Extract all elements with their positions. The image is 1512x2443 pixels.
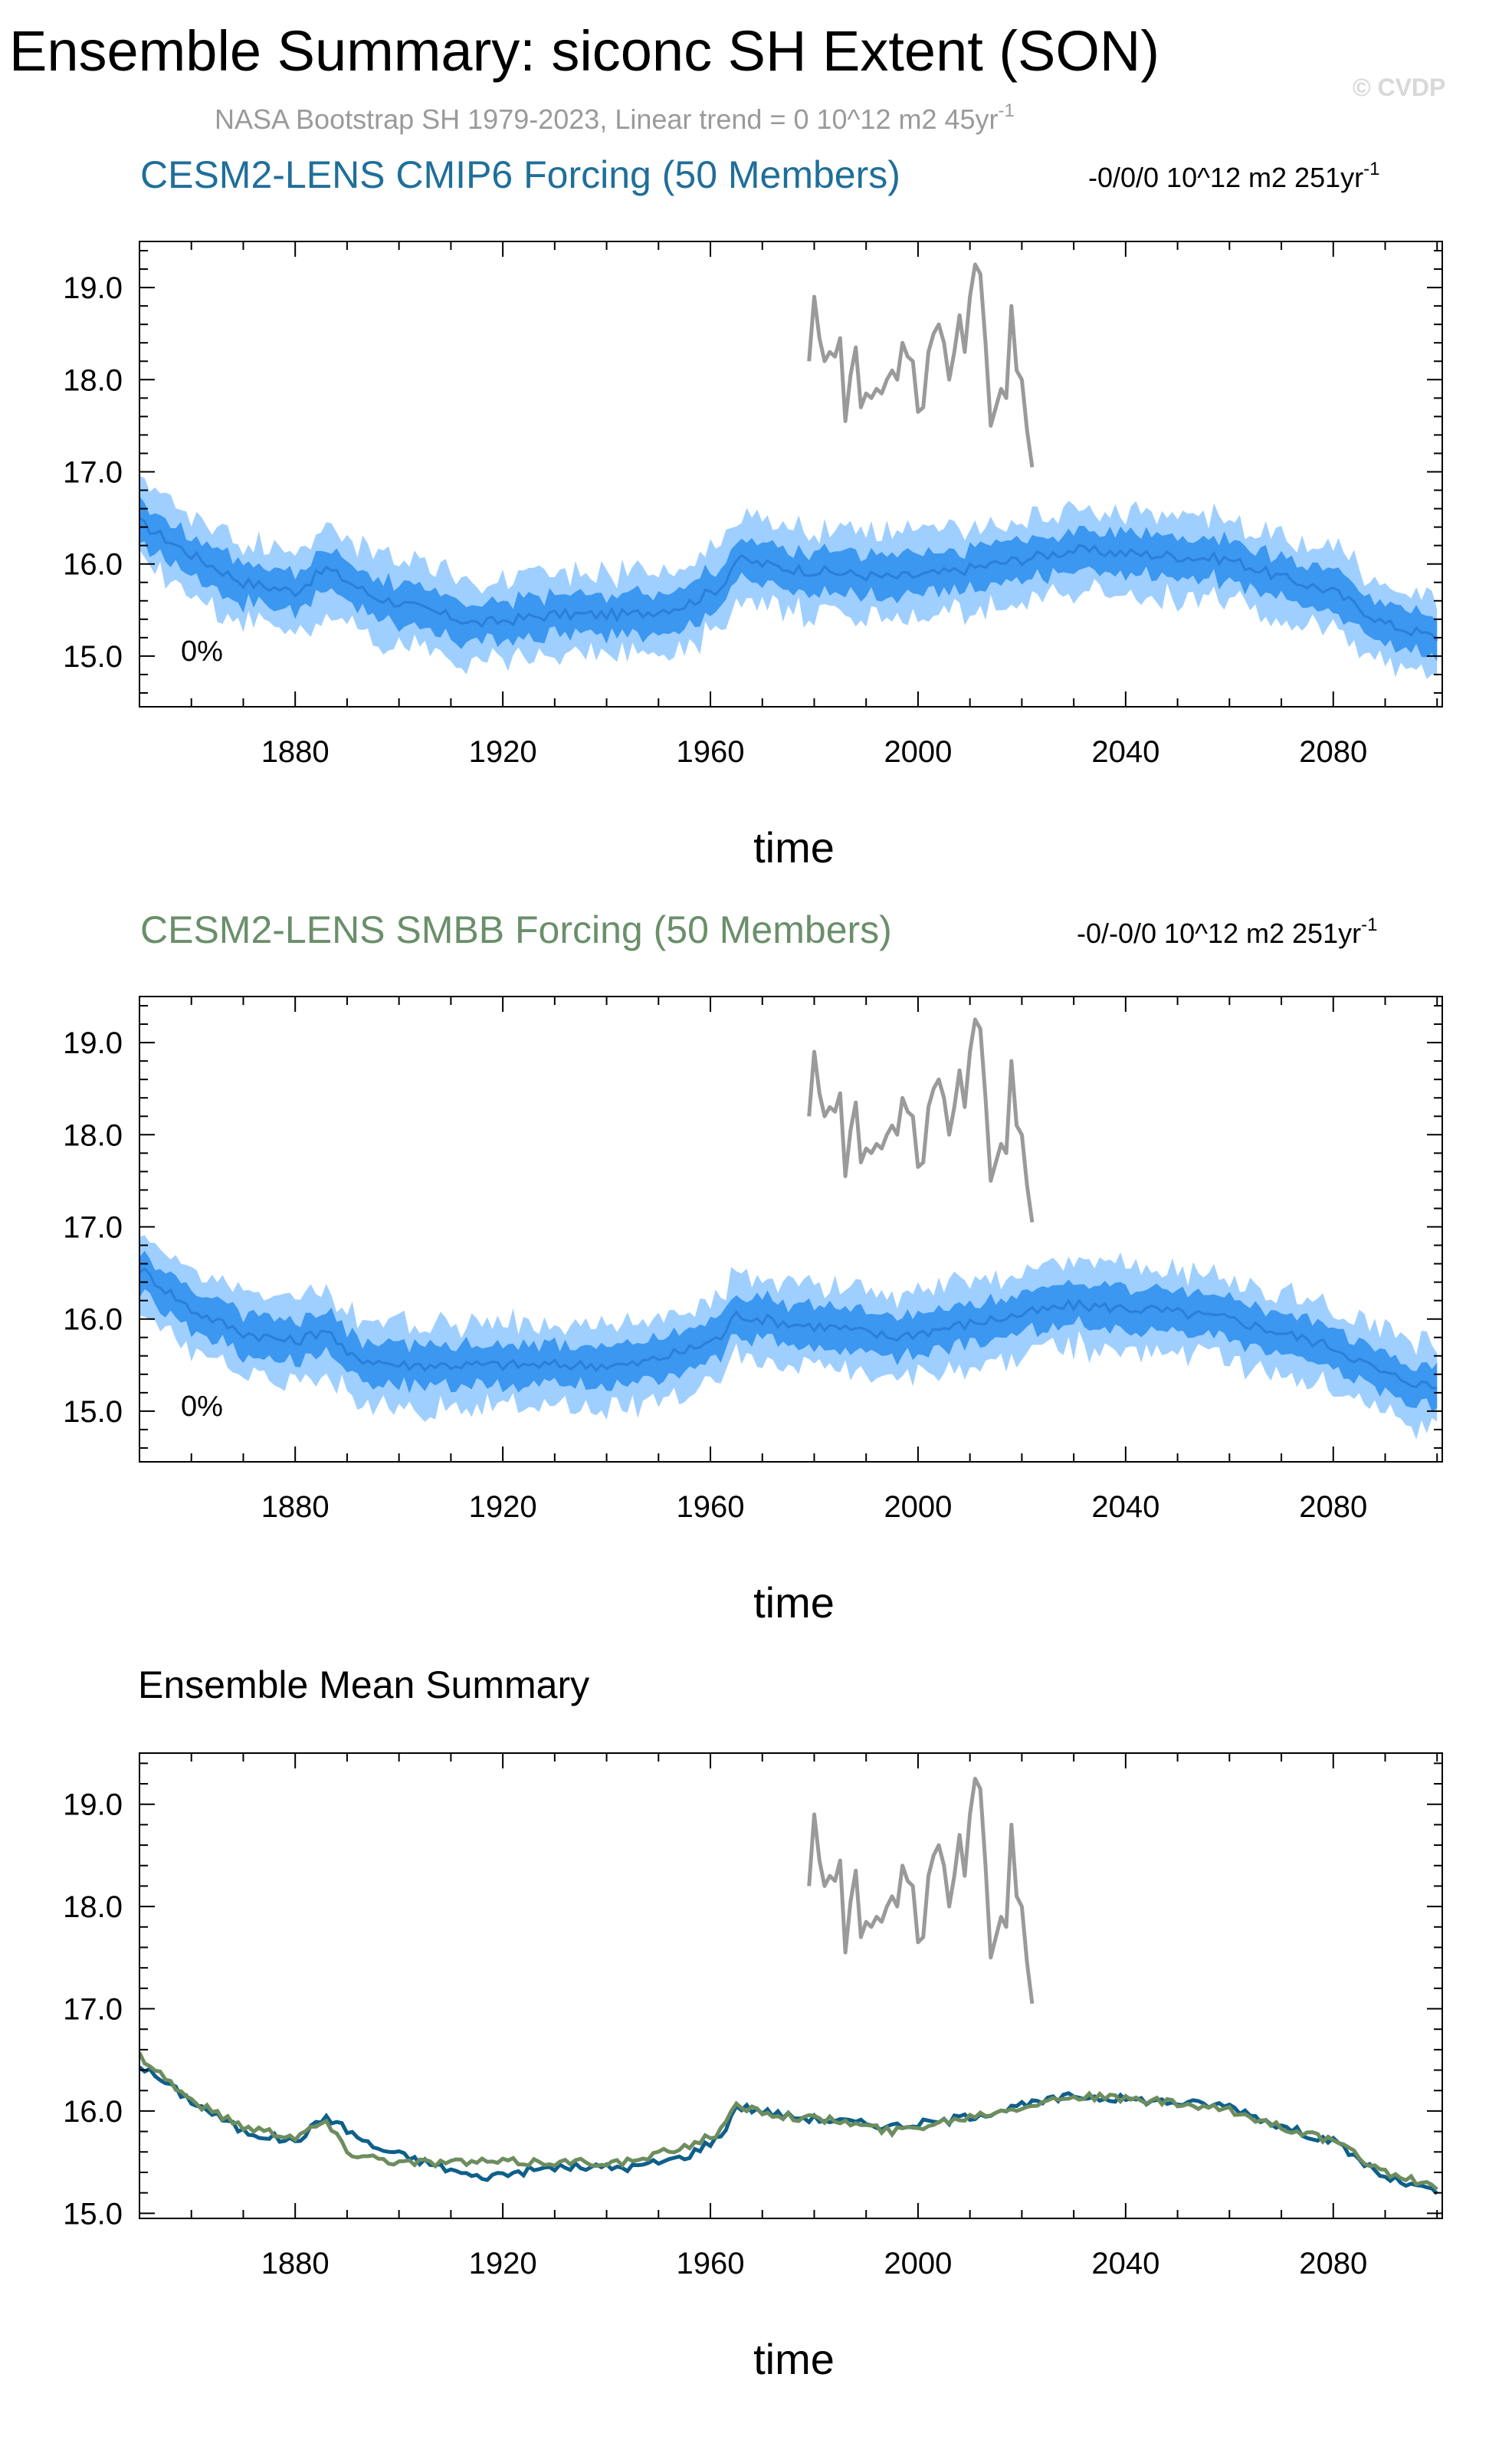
panel3-ytick-label: 18.0	[63, 1890, 123, 1924]
panel1-xtick-label: 1960	[677, 735, 745, 769]
panel-cmip6-xlabel: time	[753, 823, 835, 872]
panel2-xtick-label: 1880	[261, 1490, 330, 1524]
figure-subtitle: NASA Bootstrap SH 1979-2023, Linear tren…	[215, 100, 1015, 135]
panel-cmip6-title: CESM2-LENS CMIP6 Forcing (50 Members)	[140, 153, 900, 196]
panel1-ytick-label: 18.0	[63, 363, 123, 397]
panel-cmip6-trend: -0/0/0 10^12 m2 251yr-1	[1088, 159, 1379, 193]
panel1-ytick-label: 16.0	[63, 548, 123, 582]
panel1-xtick-label: 2000	[884, 735, 952, 769]
panel3-frame	[139, 1752, 1443, 2219]
panel-cmip6: CESM2-LENS CMIP6 Forcing (50 Members) -0…	[63, 153, 1443, 872]
panel2-inner-spread-band	[139, 1250, 1438, 1412]
panel3-ytick-label: 19.0	[63, 1788, 123, 1822]
panel-ensemble-mean-plot: 1880 1920 1960 2000 2040 2080 15.0 16.0 17.0 18.0…	[63, 1752, 1443, 2280]
panel2-ensemble-mean-line	[139, 1267, 1438, 1390]
figure-title: Ensemble Summary: siconc SH Extent (SON)	[9, 19, 1159, 83]
panel3-xtick-label: 2080	[1299, 2247, 1367, 2280]
panel1-plot-area	[139, 262, 1438, 679]
panel-smbb-trend-sup: -1	[1361, 914, 1377, 935]
panel-smbb-trend-text: -0/-0/0 10^12 m2 251yr	[1077, 918, 1361, 949]
panel-ensemble-mean-title: Ensemble Mean Summary	[138, 1663, 589, 1706]
panel-cmip6-trend-text: -0/0/0 10^12 m2 251yr	[1088, 162, 1363, 193]
panel1-ensemble-mean-line	[139, 517, 1438, 642]
panel2-ytick-label: 18.0	[63, 1118, 123, 1152]
panel-smbb-title: CESM2-LENS SMBB Forcing (50 Members)	[140, 908, 892, 951]
panel2-ytick-label: 17.0	[63, 1210, 123, 1244]
panel3-xtick-label: 2000	[884, 2247, 952, 2280]
panel3-xtick-label: 1960	[677, 2247, 745, 2280]
panel3-xtick-label: 2040	[1091, 2247, 1159, 2280]
panel-ensemble-mean-xlabel: time	[753, 2335, 835, 2383]
panel1-ytick-label: 17.0	[63, 455, 123, 489]
panel-ensemble-mean: Ensemble Mean Summary 1880 1920 1960 2000 20…	[63, 1663, 1443, 2383]
panel3-observations-line	[807, 1776, 1035, 2005]
panel1-ytick-label: 15.0	[63, 640, 123, 674]
panel1-xtick-label: 1880	[261, 735, 330, 769]
panel2-xtick-label: 2040	[1091, 1490, 1159, 1524]
panel2-plot-area	[139, 1017, 1438, 1440]
panel2-ytick-label: 15.0	[63, 1395, 123, 1429]
panel3-plot-area	[139, 1776, 1438, 2195]
panel2-frame	[139, 996, 1443, 1463]
panel3-ytick-label: 17.0	[63, 1993, 123, 2027]
panel3-ytick-label: 15.0	[63, 2197, 123, 2231]
panel2-xtick-label: 2000	[884, 1490, 952, 1524]
figure-subtitle-text: NASA Bootstrap SH 1979-2023, Linear tren…	[215, 103, 999, 135]
watermark: © CVDP	[1353, 74, 1445, 101]
panel2-observations-line	[807, 1017, 1035, 1223]
panel2-percent-label: 0%	[181, 1391, 223, 1423]
panel3-xtick-label: 1920	[469, 2247, 537, 2280]
panel-cmip6-plot: 0% 1880 1920 1960 2000 2040 2080 15.0 16.0 17.0 18…	[63, 241, 1443, 769]
panel1-xtick-label: 2080	[1299, 735, 1367, 769]
figure-subtitle-sup: -1	[999, 100, 1015, 121]
panel-cmip6-trend-sup: -1	[1363, 159, 1379, 179]
panel1-xtick-label: 2040	[1091, 735, 1159, 769]
panel1-inner-spread-band	[139, 496, 1438, 662]
panel2-xtick-label: 1920	[469, 1490, 537, 1524]
panel-smbb-xlabel: time	[753, 1578, 835, 1627]
panel3-xtick-label: 1880	[261, 2247, 330, 2280]
panel3-series-smbb-line	[139, 2051, 1438, 2192]
panel1-frame	[139, 241, 1443, 708]
panel3-ytick-label: 16.0	[63, 2095, 123, 2129]
panel2-xtick-label: 2080	[1299, 1490, 1367, 1524]
panel1-observations-line	[807, 262, 1035, 468]
panel1-ytick-label: 19.0	[63, 271, 123, 305]
panel-smbb-trend: -0/-0/0 10^12 m2 251yr-1	[1077, 914, 1377, 949]
panel2-ytick-label: 16.0	[63, 1303, 123, 1337]
panel2-ytick-label: 19.0	[63, 1026, 123, 1060]
panel2-xtick-label: 1960	[677, 1490, 745, 1524]
panel1-percent-label: 0%	[181, 635, 223, 668]
panel-smbb: CESM2-LENS SMBB Forcing (50 Members) -0/…	[63, 908, 1443, 1627]
panel-smbb-plot: 0% 1880 1920 1960 2000 2040 2080 15.0 16.0 17.0 18…	[63, 996, 1443, 1524]
panel1-xtick-label: 1920	[469, 735, 537, 769]
